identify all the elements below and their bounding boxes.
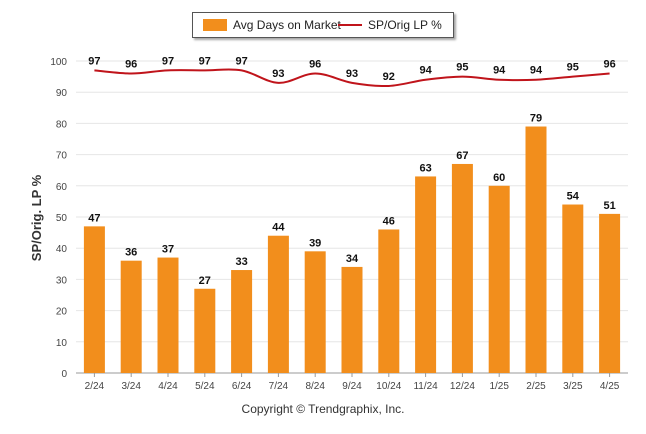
x-tick-label: 2/24 xyxy=(85,381,105,392)
line-value-label: 96 xyxy=(125,58,137,70)
bar-value-label: 39 xyxy=(309,237,321,249)
bar-value-label: 60 xyxy=(493,172,505,184)
line-value-label: 95 xyxy=(567,62,579,74)
line-series xyxy=(94,68,610,88)
x-tick-label: 3/25 xyxy=(563,381,583,392)
x-tick-label: 4/24 xyxy=(158,381,178,392)
x-tick-label: 3/24 xyxy=(121,381,141,392)
x-tick-label: 6/24 xyxy=(232,381,252,392)
x-tick-label: 2/25 xyxy=(526,381,546,392)
legend: Avg Days on Market SP/Orig LP % xyxy=(192,12,454,38)
bar xyxy=(157,257,179,373)
legend-label-bar: Avg Days on Market xyxy=(233,18,341,32)
line-value-label: 97 xyxy=(162,55,174,67)
y-tick-label: 40 xyxy=(56,244,68,255)
bar xyxy=(562,204,584,373)
y-tick-label: 50 xyxy=(56,213,68,224)
x-tick-label: 5/24 xyxy=(195,381,215,392)
line-value-label: 97 xyxy=(199,55,211,67)
line-value-label: 95 xyxy=(456,62,468,74)
bar xyxy=(599,213,621,373)
line-value-label: 94 xyxy=(419,65,432,77)
bar-value-label: 54 xyxy=(567,191,580,203)
bar-value-label: 79 xyxy=(530,113,542,125)
bar-value-label: 27 xyxy=(199,275,211,287)
line-value-label: 97 xyxy=(88,55,100,67)
copyright-text: Copyright © Trendgraphix, Inc. xyxy=(241,402,405,416)
bar-value-label: 33 xyxy=(235,256,247,268)
bar xyxy=(304,251,326,373)
legend-swatch-line xyxy=(338,24,362,26)
x-tick-label: 4/25 xyxy=(600,381,620,392)
bar-value-label: 67 xyxy=(456,150,468,162)
line-value-label: 93 xyxy=(272,68,284,80)
bar xyxy=(83,226,105,373)
x-tick-label: 9/24 xyxy=(342,381,362,392)
y-axis-label: SP/Orig. LP % xyxy=(29,174,44,261)
y-tick-label: 10 xyxy=(56,338,68,349)
y-tick-label: 90 xyxy=(56,88,68,99)
bar-value-label: 63 xyxy=(419,162,431,174)
y-tick-label: 80 xyxy=(56,119,68,130)
line-value-label: 94 xyxy=(493,65,506,77)
y-axis-ticks: 0 10 20 30 40 50 60 70 80 90 100 xyxy=(50,57,67,380)
bar xyxy=(231,270,253,373)
bar-data-labels: 47 36 37 27 33 44 39 34 46 63 67 60 79 54 51 xyxy=(88,113,615,287)
bar-value-label: 46 xyxy=(383,215,395,227)
legend-swatch-bar xyxy=(203,19,227,31)
x-tick-label: 10/24 xyxy=(376,381,401,392)
y-tick-label: 70 xyxy=(56,151,68,162)
line-value-label: 96 xyxy=(603,58,615,70)
legend-label-line: SP/Orig LP % xyxy=(368,18,442,32)
bar-value-label: 37 xyxy=(162,244,174,256)
x-tick-label: 1/25 xyxy=(489,381,509,392)
bar-value-label: 34 xyxy=(346,253,359,265)
x-tick-label: 8/24 xyxy=(305,381,325,392)
bar-value-label: 36 xyxy=(125,247,137,259)
bar xyxy=(267,235,289,373)
x-axis-ticks: 2/24 3/24 4/24 5/24 6/24 7/24 8/24 9/24 10/24 11/… xyxy=(85,373,620,392)
y-tick-label: 0 xyxy=(61,369,67,380)
bar xyxy=(341,266,363,373)
line-value-label: 97 xyxy=(235,55,247,67)
bar xyxy=(415,176,437,373)
x-tick-label: 11/24 xyxy=(413,381,438,392)
line-path xyxy=(94,68,610,88)
line-value-label: 96 xyxy=(309,58,321,70)
bar xyxy=(378,229,400,373)
bar-value-label: 44 xyxy=(272,222,285,234)
x-tick-label: 7/24 xyxy=(269,381,289,392)
y-tick-label: 60 xyxy=(56,182,68,193)
bar-value-label: 51 xyxy=(603,200,615,212)
bar xyxy=(120,260,142,373)
x-tick-label: 12/24 xyxy=(450,381,475,392)
y-tick-label: 20 xyxy=(56,307,68,318)
bar-series xyxy=(83,126,621,374)
bar-value-label: 47 xyxy=(88,212,100,224)
y-tick-label: 30 xyxy=(56,275,68,286)
line-value-label: 93 xyxy=(346,68,358,80)
y-tick-label: 100 xyxy=(50,57,67,68)
line-value-label: 92 xyxy=(383,71,395,83)
bar xyxy=(488,185,510,373)
bar xyxy=(525,126,547,374)
line-data-labels: 97 96 97 97 97 93 96 93 92 94 95 94 94 95 96 xyxy=(88,55,615,83)
bar xyxy=(194,288,216,373)
line-value-label: 94 xyxy=(530,65,543,77)
bar xyxy=(451,163,473,373)
